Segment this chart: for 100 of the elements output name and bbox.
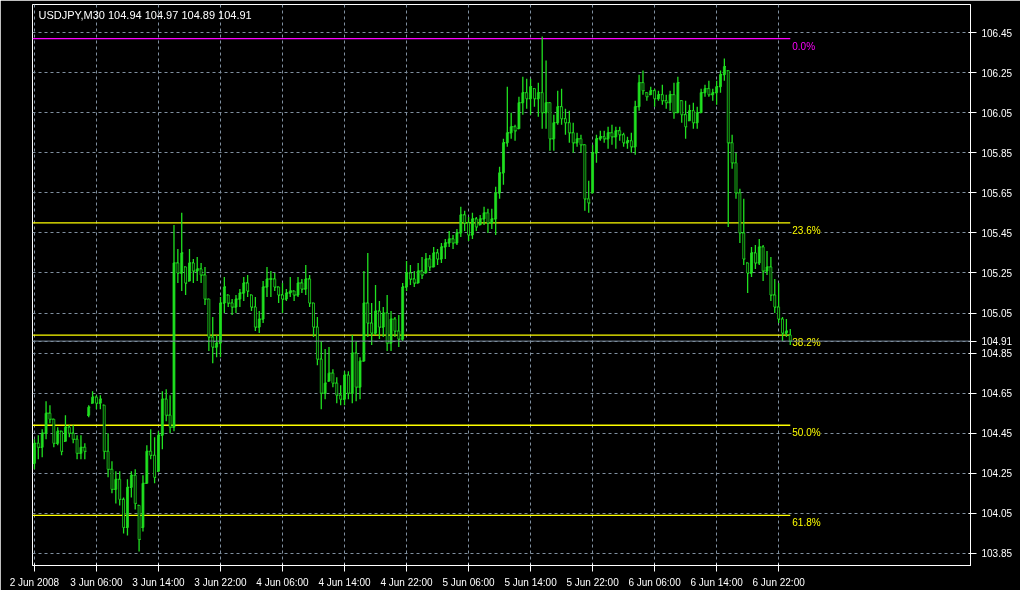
candlestick	[95, 394, 98, 410]
candlestick	[536, 81, 540, 118]
x-tick-label: 5 Jun 14:00	[504, 576, 558, 588]
candlestick	[474, 216, 478, 232]
candlestick	[33, 438, 36, 470]
candlestick	[754, 244, 757, 270]
candlestick	[195, 256, 200, 282]
candlestick	[710, 88, 715, 102]
x-tick-label: 4 Jun 06:00	[256, 576, 310, 588]
candlestick	[463, 210, 467, 232]
x-tick-label: 4 Jun 22:00	[380, 576, 434, 588]
candlestick	[684, 100, 687, 140]
candlestick	[87, 404, 91, 418]
candlestick	[268, 270, 274, 298]
y-tick-label: 104.45	[981, 428, 1013, 440]
candlestick	[246, 274, 249, 298]
x-tick-label: 2 Jun 2008	[9, 576, 60, 588]
y-tick-label: 104.05	[981, 508, 1013, 520]
candlestick	[343, 370, 346, 406]
candlestick	[83, 442, 87, 460]
candlestick	[602, 130, 607, 144]
candlestick	[618, 126, 622, 142]
candlestick	[657, 90, 660, 102]
y-tick-label: 106.25	[981, 67, 1013, 79]
candlestick	[533, 88, 536, 108]
candlestick	[606, 126, 610, 150]
y-tick-label: 106.45	[981, 27, 1013, 39]
candlestick	[660, 83, 664, 106]
y-tick-label: 105.05	[981, 308, 1013, 320]
candlestick	[412, 270, 416, 288]
candlestick	[409, 264, 412, 286]
candlestick	[567, 110, 571, 144]
y-tick-label: 104.65	[981, 388, 1013, 400]
candlestick	[471, 212, 474, 240]
candlestick	[230, 298, 234, 316]
candlestick	[540, 35, 544, 130]
candlestick	[529, 77, 532, 116]
candlestick	[323, 348, 327, 400]
candlestick	[560, 88, 563, 126]
x-tick-label: 6 Jun 14:00	[690, 576, 744, 588]
annotation: 38.2%	[792, 337, 821, 349]
candlestick	[726, 70, 730, 228]
candlestick	[374, 284, 377, 336]
candlestick	[79, 434, 83, 460]
candlestick	[707, 79, 711, 98]
y-tick-label: 105.65	[981, 187, 1013, 199]
x-tick-label: 5 Jun 06:00	[442, 576, 496, 588]
x-tick-label: 3 Jun 14:00	[132, 576, 186, 588]
candlestick	[509, 112, 513, 140]
candlestick	[750, 246, 753, 278]
candlestick	[571, 122, 575, 154]
y-tick-label: 104.91	[981, 336, 1013, 348]
candlestick	[443, 238, 447, 260]
y-tick-label: 105.85	[981, 147, 1013, 159]
x-tick-label: 5 Jun 22:00	[566, 576, 620, 588]
candlestick	[649, 86, 653, 96]
annotation: 50.0%	[792, 427, 821, 439]
candlestick	[440, 242, 443, 264]
x-tick-label: 3 Jun 22:00	[194, 576, 248, 588]
candlestick	[98, 394, 102, 410]
candlestick	[467, 216, 470, 242]
candlestick	[60, 430, 63, 456]
candlestick	[188, 248, 191, 282]
candlestick	[36, 434, 40, 460]
candlestick	[432, 246, 436, 268]
candlestick	[378, 300, 381, 340]
candlestick	[350, 334, 354, 404]
y-tick-label: 105.45	[981, 227, 1013, 239]
candlestick	[281, 282, 284, 314]
candlestick	[91, 390, 94, 404]
candlestick	[622, 132, 625, 148]
y-tick-label: 106.05	[981, 107, 1013, 119]
candlestick	[385, 294, 389, 352]
candlestick	[664, 94, 669, 110]
candlestick	[172, 224, 176, 432]
candlestick	[153, 436, 156, 484]
candlestick	[625, 136, 630, 150]
annotation: 23.6%	[792, 224, 821, 236]
candlestick	[653, 88, 656, 108]
candlestick	[180, 212, 184, 292]
x-tick-label: 3 Jun 06:00	[70, 576, 124, 588]
candlestick	[126, 478, 129, 537]
y-tick-label: 104.25	[981, 468, 1013, 480]
x-tick-label: 4 Jun 14:00	[318, 576, 372, 588]
y-tick-label: 105.25	[981, 267, 1013, 279]
y-tick-label: 104.85	[981, 348, 1013, 360]
candlestick	[436, 248, 439, 266]
candlestick	[420, 256, 424, 280]
candlestick	[254, 296, 257, 332]
candlestick	[525, 77, 529, 110]
candlestick	[296, 276, 300, 298]
candlestick	[191, 258, 195, 284]
candlestick	[672, 81, 676, 120]
candlestick	[614, 126, 618, 150]
annotation: 0.0%	[792, 40, 816, 52]
candlestick	[486, 208, 490, 234]
candlestick	[784, 318, 789, 338]
candlestick	[285, 288, 288, 302]
annotation: 61.8%	[792, 517, 821, 529]
y-tick-label: 103.85	[981, 548, 1013, 560]
